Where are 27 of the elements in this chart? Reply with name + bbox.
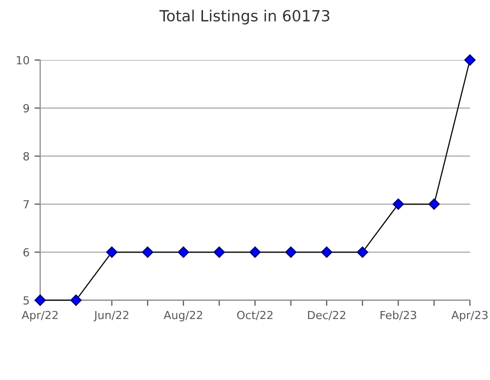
point — [70, 294, 82, 306]
point — [178, 246, 190, 258]
y-tick-label: 8 — [23, 152, 30, 160]
x-tick-label: Aug/22 — [164, 310, 202, 322]
point — [356, 246, 368, 258]
point — [214, 246, 225, 258]
y-tick-label: 7 — [24, 200, 29, 208]
y-tick-label: 10 — [16, 56, 30, 64]
x-tick-label: Dec/22 — [308, 310, 346, 320]
point — [392, 198, 404, 210]
point — [285, 246, 296, 258]
point — [428, 198, 440, 210]
point — [321, 246, 332, 258]
y-tick-label: 6 — [23, 248, 30, 257]
point — [464, 54, 476, 66]
x-tick-label: Oct/22 — [237, 310, 272, 320]
x-tick-label: Apr/22 — [22, 310, 58, 322]
y-tick-label: 5 — [24, 296, 29, 305]
y-tick-label: 9 — [23, 104, 29, 112]
point — [106, 246, 118, 258]
point — [249, 246, 261, 258]
point — [142, 246, 154, 258]
x-tick-label: Jun/22 — [94, 310, 128, 322]
point — [34, 294, 46, 306]
x-tick-label: Feb/23 — [380, 310, 416, 320]
chart-title: Total Listings in 60173 — [159, 10, 330, 24]
x-tick-label: Apr/23 — [451, 310, 488, 322]
